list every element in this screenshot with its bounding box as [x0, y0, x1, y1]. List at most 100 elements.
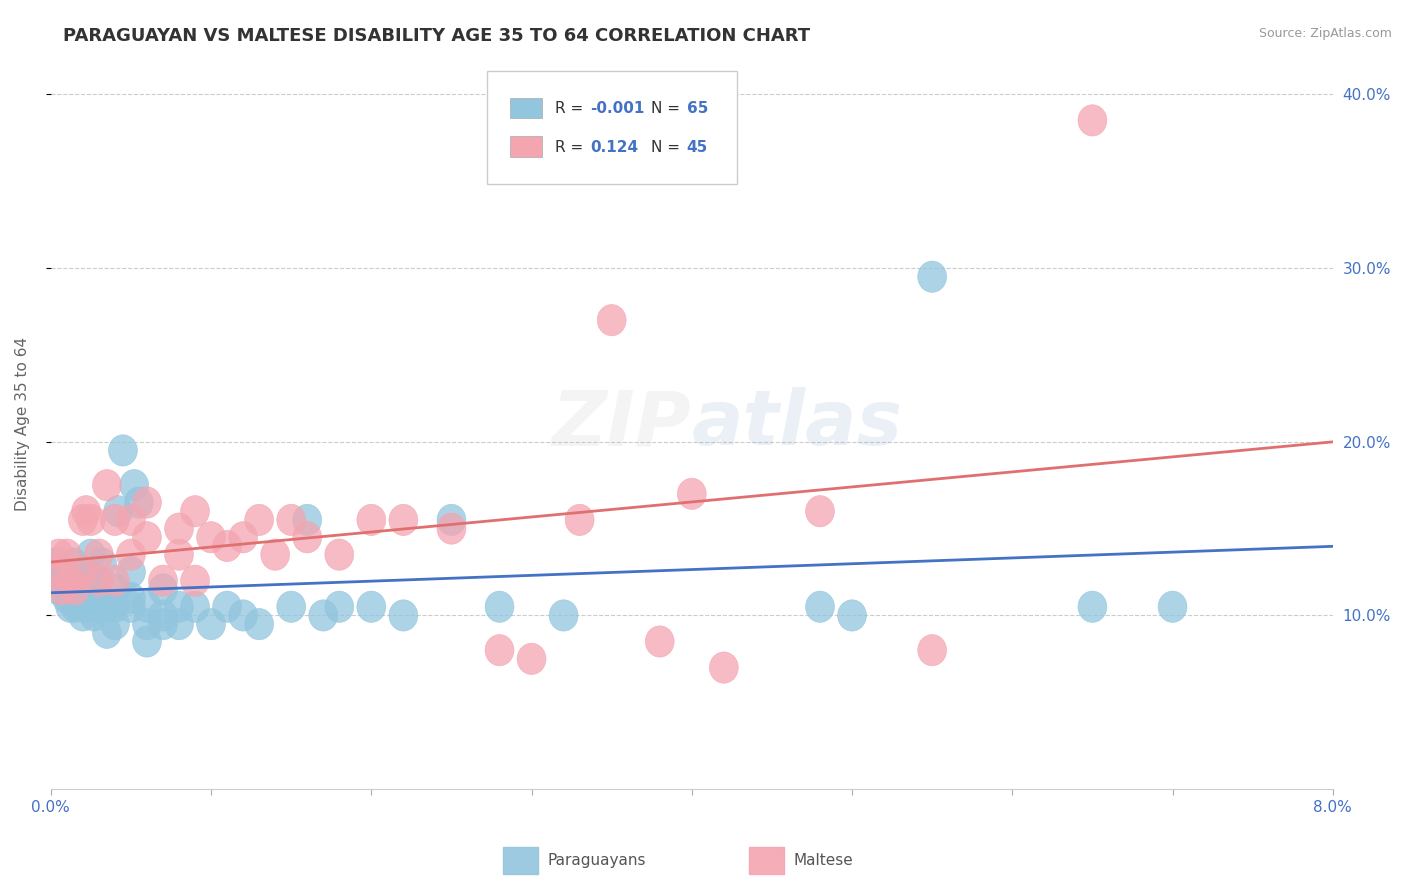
- Ellipse shape: [93, 617, 121, 648]
- Ellipse shape: [76, 574, 105, 605]
- Ellipse shape: [437, 504, 465, 535]
- Ellipse shape: [325, 591, 354, 623]
- Ellipse shape: [245, 608, 274, 640]
- Text: 0.124: 0.124: [591, 140, 638, 154]
- Ellipse shape: [117, 504, 145, 535]
- Ellipse shape: [165, 608, 194, 640]
- Ellipse shape: [45, 574, 73, 605]
- Ellipse shape: [132, 522, 162, 553]
- Ellipse shape: [550, 599, 578, 631]
- Ellipse shape: [100, 591, 129, 623]
- Ellipse shape: [117, 582, 145, 614]
- Ellipse shape: [104, 496, 132, 527]
- Ellipse shape: [1078, 591, 1107, 623]
- Ellipse shape: [485, 634, 515, 665]
- Ellipse shape: [100, 565, 129, 597]
- Ellipse shape: [1078, 104, 1107, 136]
- Ellipse shape: [918, 261, 946, 293]
- Ellipse shape: [62, 582, 91, 614]
- Ellipse shape: [48, 574, 76, 605]
- FancyBboxPatch shape: [510, 97, 541, 118]
- Ellipse shape: [84, 565, 114, 597]
- Ellipse shape: [180, 591, 209, 623]
- Ellipse shape: [108, 434, 138, 466]
- Ellipse shape: [72, 496, 100, 527]
- Text: Paraguayans: Paraguayans: [548, 854, 647, 868]
- Ellipse shape: [46, 565, 75, 597]
- Text: 45: 45: [686, 140, 709, 154]
- Text: PARAGUAYAN VS MALTESE DISABILITY AGE 35 TO 64 CORRELATION CHART: PARAGUAYAN VS MALTESE DISABILITY AGE 35 …: [63, 27, 810, 45]
- Ellipse shape: [132, 591, 162, 623]
- Ellipse shape: [84, 539, 114, 570]
- Text: N =: N =: [651, 101, 685, 116]
- FancyBboxPatch shape: [510, 136, 541, 157]
- Ellipse shape: [325, 539, 354, 570]
- Ellipse shape: [918, 634, 946, 665]
- Ellipse shape: [180, 496, 209, 527]
- Ellipse shape: [357, 504, 385, 535]
- Text: ZIP: ZIP: [553, 387, 692, 461]
- Ellipse shape: [212, 591, 242, 623]
- Ellipse shape: [72, 557, 100, 588]
- Ellipse shape: [65, 574, 94, 605]
- Ellipse shape: [229, 522, 257, 553]
- Ellipse shape: [93, 469, 121, 500]
- Ellipse shape: [149, 565, 177, 597]
- Ellipse shape: [485, 591, 515, 623]
- Ellipse shape: [63, 565, 93, 597]
- Ellipse shape: [645, 626, 675, 657]
- Ellipse shape: [565, 504, 595, 535]
- Text: 65: 65: [686, 101, 709, 116]
- Ellipse shape: [49, 557, 79, 588]
- Ellipse shape: [517, 643, 546, 674]
- Ellipse shape: [260, 539, 290, 570]
- Ellipse shape: [710, 652, 738, 683]
- Ellipse shape: [389, 599, 418, 631]
- Ellipse shape: [84, 565, 114, 597]
- Ellipse shape: [58, 574, 86, 605]
- Ellipse shape: [838, 599, 866, 631]
- Y-axis label: Disability Age 35 to 64: Disability Age 35 to 64: [15, 337, 30, 511]
- Ellipse shape: [806, 591, 834, 623]
- Ellipse shape: [87, 548, 117, 579]
- Ellipse shape: [56, 565, 84, 597]
- Bar: [503, 847, 538, 874]
- Ellipse shape: [84, 591, 114, 623]
- Text: R =: R =: [554, 140, 588, 154]
- Ellipse shape: [69, 599, 97, 631]
- Ellipse shape: [292, 522, 322, 553]
- Ellipse shape: [309, 599, 337, 631]
- Ellipse shape: [69, 557, 97, 588]
- Ellipse shape: [806, 496, 834, 527]
- Ellipse shape: [100, 504, 129, 535]
- Ellipse shape: [100, 574, 129, 605]
- Text: atlas: atlas: [692, 387, 903, 461]
- Ellipse shape: [56, 591, 84, 623]
- Ellipse shape: [41, 557, 70, 588]
- Ellipse shape: [197, 522, 225, 553]
- Ellipse shape: [90, 591, 118, 623]
- Ellipse shape: [437, 513, 465, 544]
- Text: R =: R =: [554, 101, 588, 116]
- Ellipse shape: [1159, 591, 1187, 623]
- Ellipse shape: [52, 539, 82, 570]
- Ellipse shape: [292, 504, 322, 535]
- Ellipse shape: [678, 478, 706, 509]
- Ellipse shape: [149, 574, 177, 605]
- FancyBboxPatch shape: [486, 70, 737, 184]
- Text: N =: N =: [651, 140, 685, 154]
- Ellipse shape: [76, 504, 105, 535]
- Ellipse shape: [41, 548, 70, 579]
- Ellipse shape: [120, 469, 149, 500]
- Ellipse shape: [149, 608, 177, 640]
- Ellipse shape: [598, 304, 626, 335]
- Ellipse shape: [84, 582, 114, 614]
- Ellipse shape: [76, 539, 105, 570]
- Ellipse shape: [100, 608, 129, 640]
- Text: Source: ZipAtlas.com: Source: ZipAtlas.com: [1258, 27, 1392, 40]
- Ellipse shape: [165, 591, 194, 623]
- Ellipse shape: [117, 539, 145, 570]
- Text: Maltese: Maltese: [793, 854, 853, 868]
- Ellipse shape: [60, 591, 90, 623]
- Ellipse shape: [60, 574, 90, 605]
